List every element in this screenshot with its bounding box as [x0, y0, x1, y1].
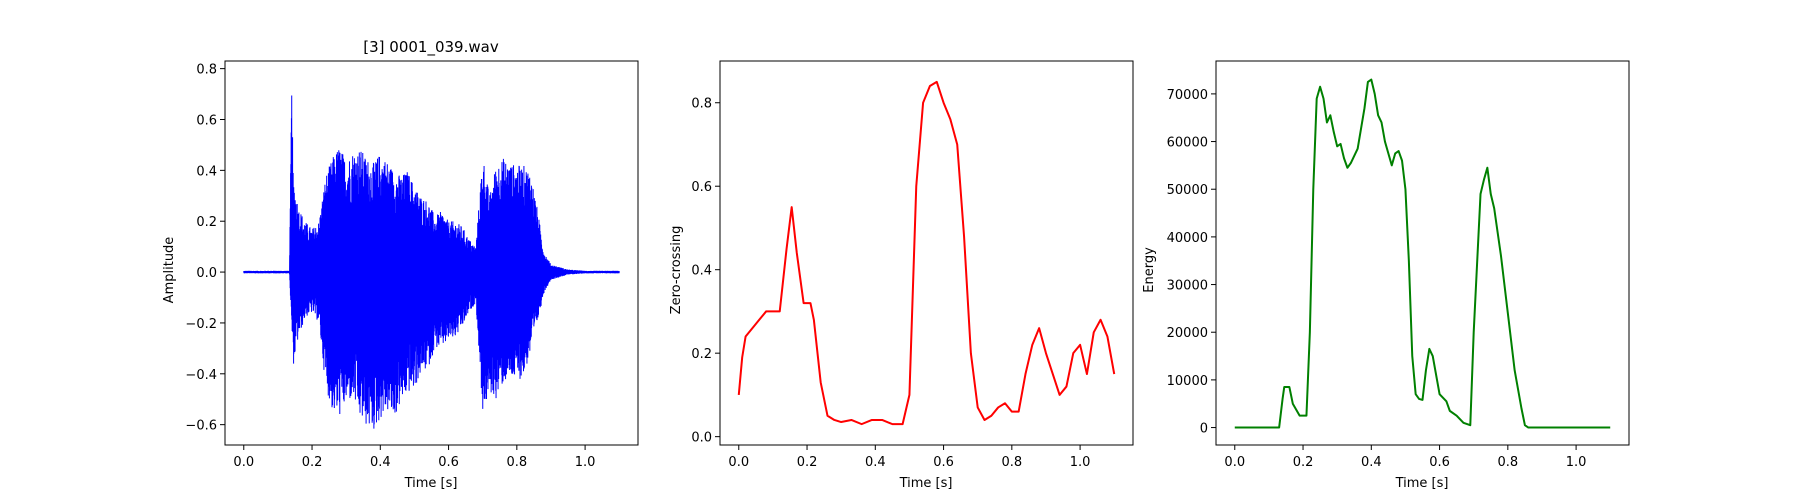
energy-axes-frame — [1215, 60, 1630, 446]
energy-xtick-label: 0.4 — [1361, 455, 1382, 470]
zero-crossing-ytick-label: 0.2 — [691, 347, 712, 362]
zero-crossing-ytick-label: 0.0 — [691, 431, 712, 446]
energy-ytick-label: 70000 — [1167, 88, 1208, 103]
waveform-ytick-label: −0.6 — [185, 419, 217, 434]
energy-line — [1234, 78, 1611, 429]
energy-ytick-label: 30000 — [1167, 279, 1208, 294]
energy-ytick-label: 40000 — [1167, 231, 1208, 246]
zero-crossing-ytick-label: 0.4 — [691, 264, 712, 279]
energy-ytick-label: 0 — [1200, 422, 1208, 437]
waveform-panel: [3] 0001_039.wav Time [s] Amplitude 0.0 0… — [162, 38, 639, 491]
zero-crossing-ylabel: Zero-crossing — [669, 226, 684, 315]
zero-crossing-line — [737, 80, 1116, 426]
waveform-ytick-label: −0.4 — [185, 368, 217, 383]
energy-ytick-label: 20000 — [1167, 326, 1208, 341]
energy-ylabel: Energy — [1142, 247, 1157, 293]
waveform-xtick-label: 0.0 — [233, 455, 254, 470]
waveform-xtick-label: 0.8 — [506, 455, 527, 470]
zero-crossing-axes-frame — [719, 60, 1134, 446]
energy-xtick-label: 0.0 — [1224, 455, 1245, 470]
zero-crossing-ytick-label: 0.6 — [691, 180, 712, 195]
zero-crossing-series — [737, 80, 1116, 426]
waveform-ylabel: Amplitude — [162, 237, 177, 304]
energy-xtick-label: 0.8 — [1497, 455, 1518, 470]
energy-xlabel: Time [s] — [1395, 476, 1449, 491]
energy-plot-area: 0.0 0.2 0.4 0.6 0.8 1.0 0 10000 20000 30000 40000 5… — [1167, 60, 1630, 470]
zero-crossing-xtick-label: 0.4 — [865, 455, 886, 470]
zero-crossing-xtick-label: 0.6 — [933, 455, 954, 470]
zero-crossing-xtick-label: 0.8 — [1001, 455, 1022, 470]
waveform-axes-frame — [224, 60, 639, 446]
zero-crossing-panel: Time [s] Zero-crossing 0.0 0.2 0.4 0.6 0.8 1.… — [669, 60, 1134, 491]
zero-crossing-xlabel: Time [s] — [899, 476, 953, 491]
energy-xtick-label: 0.6 — [1429, 455, 1450, 470]
waveform-ytick-label: 0.2 — [196, 215, 217, 230]
zero-crossing-xtick-label: 0.0 — [728, 455, 749, 470]
waveform-ytick-label: 0.8 — [196, 63, 217, 78]
energy-xtick-label: 0.2 — [1293, 455, 1314, 470]
energy-ytick-label: 10000 — [1167, 374, 1208, 389]
waveform-plot-area: 0.0 0.2 0.4 0.6 0.8 1.0 −0.6 −0.4 −0.2 0.0 0.2 0.4 0… — [185, 60, 639, 470]
energy-panel: Time [s] Energy 0.0 0.2 0.4 0.6 0.8 1.0 0 10000… — [1142, 60, 1630, 491]
zero-crossing-xtick-label: 0.2 — [797, 455, 818, 470]
waveform-xtick-label: 0.2 — [302, 455, 323, 470]
waveform-line — [243, 95, 620, 429]
waveform-ytick-label: 0.6 — [196, 113, 217, 128]
energy-ytick-label: 50000 — [1167, 183, 1208, 198]
energy-ytick-label: 60000 — [1167, 136, 1208, 151]
zero-crossing-xtick-label: 1.0 — [1070, 455, 1091, 470]
energy-xtick-label: 1.0 — [1566, 455, 1587, 470]
waveform-xtick-label: 0.4 — [370, 455, 391, 470]
waveform-ytick-label: 0.0 — [196, 266, 217, 281]
waveform-xtick-label: 1.0 — [575, 455, 596, 470]
waveform-xlabel: Time [s] — [404, 476, 458, 491]
waveform-title: [3] 0001_039.wav — [363, 38, 499, 57]
zero-crossing-plot-area: 0.0 0.2 0.4 0.6 0.8 1.0 0.0 0.2 0.4 0.6 0.8 — [691, 60, 1134, 470]
waveform-ytick-label: −0.2 — [185, 317, 217, 332]
waveform-xtick-label: 0.6 — [438, 455, 459, 470]
waveform-ytick-label: 0.4 — [196, 164, 217, 179]
zero-crossing-ytick-label: 0.8 — [691, 97, 712, 112]
waveform-series — [243, 95, 620, 429]
energy-series — [1234, 78, 1611, 429]
